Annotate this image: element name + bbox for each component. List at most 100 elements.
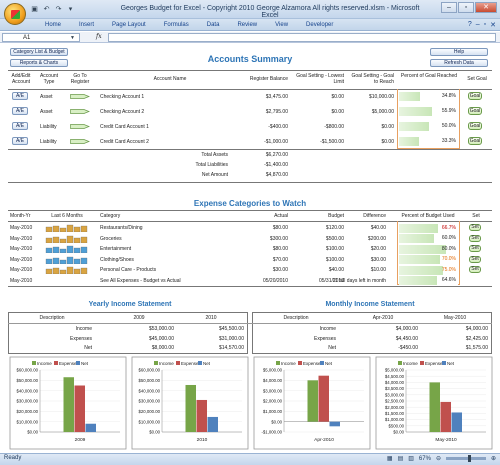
monthly-cell: $4,450.00 bbox=[395, 335, 418, 342]
x-category-label: 2009 bbox=[75, 437, 86, 443]
zoom-out-icon[interactable]: ⊖ bbox=[435, 456, 441, 462]
monthly-cell: Expenses bbox=[314, 335, 336, 342]
sparkline-bar bbox=[52, 267, 60, 274]
reports-charts-button[interactable]: Reports & Charts bbox=[10, 59, 68, 67]
set-budget-button[interactable]: Set bbox=[469, 255, 481, 263]
accounts-header-border bbox=[8, 89, 492, 90]
ribbon-bar bbox=[0, 19, 500, 31]
account-name: Checking Account 1 bbox=[100, 94, 145, 100]
tab-data[interactable]: Data bbox=[206, 22, 220, 28]
expense-categories-title: Expense Categories to Watch bbox=[193, 199, 307, 208]
hdr-budget: Budget bbox=[328, 213, 344, 219]
sparkline-bar bbox=[80, 257, 88, 264]
legend-swatch bbox=[298, 361, 302, 365]
maximize-icon[interactable]: ▫ bbox=[458, 2, 474, 13]
chart-bar bbox=[329, 421, 340, 427]
set-goal-button[interactable]: Goal bbox=[468, 107, 482, 115]
goal-percent: 50.0% bbox=[441, 123, 456, 129]
income-chart: Income Expenses Net $5,000.00 $4,000.00 $3,00… bbox=[253, 356, 371, 450]
y-tick-label: $4,000.00 bbox=[263, 378, 283, 383]
percent-column-frame bbox=[397, 89, 460, 149]
goal-to-reach: $10,000.00 bbox=[368, 94, 394, 100]
tab-insert[interactable]: Insert bbox=[79, 22, 95, 28]
legend-swatch bbox=[32, 361, 36, 365]
ribbon-restore-icon[interactable]: ▫ bbox=[483, 21, 487, 28]
account-row: A/E Asset Checking Account 1 $3,475.00 $… bbox=[0, 91, 500, 103]
chart-bar bbox=[185, 384, 196, 432]
sparkline-bar bbox=[59, 259, 67, 264]
y-tick-label: $0.00 bbox=[149, 430, 160, 435]
status-right: ▦ ▤ ▥ 67% ⊖ ⊕ bbox=[387, 455, 496, 462]
sparkline-bar bbox=[80, 246, 88, 253]
add-edit-account-button[interactable]: A/E bbox=[12, 107, 28, 115]
last-6-months-sparkline bbox=[45, 224, 88, 232]
hdr-difference: Difference bbox=[363, 213, 386, 219]
go-to-register-arrow-icon[interactable] bbox=[70, 123, 90, 130]
set-budget-button[interactable]: Set bbox=[469, 234, 481, 242]
y-tick-label: $40,000.00 bbox=[16, 388, 38, 393]
go-to-register-arrow-icon[interactable] bbox=[70, 108, 90, 115]
page-break-view-icon[interactable]: ▥ bbox=[408, 456, 414, 462]
go-to-register-arrow-icon[interactable] bbox=[70, 93, 90, 100]
set-goal-button[interactable]: Goal bbox=[468, 122, 482, 130]
tab-page-layout[interactable]: Page Layout bbox=[112, 22, 146, 28]
legend-entry: Expenses bbox=[59, 361, 80, 366]
x-category-label: Apr-2010 bbox=[314, 437, 334, 443]
go-to-register-arrow-icon[interactable] bbox=[70, 138, 90, 145]
tab-home[interactable]: Home bbox=[45, 22, 62, 28]
account-type: Liability bbox=[40, 124, 57, 130]
help-button[interactable]: Help bbox=[430, 48, 488, 56]
tab-review[interactable]: Review bbox=[237, 22, 258, 28]
add-edit-account-button[interactable]: A/E bbox=[12, 122, 28, 130]
page-layout-view-icon[interactable]: ▤ bbox=[397, 456, 404, 462]
zoom-level[interactable]: 67% bbox=[418, 455, 431, 462]
expense-category[interactable]: See All Expenses - Budget vs Actual bbox=[100, 277, 181, 284]
account-name: Credit Card Account 2 bbox=[100, 139, 149, 145]
close-icon[interactable]: ✕ bbox=[475, 2, 497, 13]
expense-month: May-2010 bbox=[10, 235, 33, 242]
budget-progress-fill bbox=[399, 255, 441, 264]
add-edit-account-button[interactable]: A/E bbox=[12, 137, 28, 145]
accounts-bottom-border bbox=[8, 149, 492, 150]
save-icon[interactable]: ▣ bbox=[31, 6, 38, 13]
office-button[interactable] bbox=[4, 3, 26, 25]
set-goal-button[interactable]: Goal bbox=[468, 92, 482, 100]
tab-developer[interactable]: Developer bbox=[306, 22, 334, 28]
add-edit-account-button[interactable]: A/E bbox=[12, 92, 28, 100]
sparkline-bar bbox=[73, 268, 81, 274]
monthly-cell: Income bbox=[319, 326, 336, 332]
help-icon[interactable]: ? bbox=[467, 21, 472, 28]
expense-budget: 05/31/2010 bbox=[318, 277, 344, 284]
tab-formulas[interactable]: Formulas bbox=[163, 22, 189, 28]
category-list-button[interactable]: Category List & Budget bbox=[10, 48, 68, 56]
name-box-dropdown-icon[interactable]: ▼ bbox=[70, 35, 75, 41]
y-tick-label: $0.00 bbox=[271, 419, 282, 424]
tab-view[interactable]: View bbox=[275, 22, 289, 28]
name-box[interactable]: A1 bbox=[2, 33, 80, 42]
zoom-in-icon[interactable]: ⊕ bbox=[490, 456, 496, 462]
insert-function-icon[interactable]: fx bbox=[96, 33, 102, 40]
accounts-section-end bbox=[8, 182, 492, 183]
goal-lowest-limit: $0.00 bbox=[331, 109, 344, 115]
y-tick-label: $30,000.00 bbox=[16, 399, 38, 404]
expense-actual: $80.00 bbox=[272, 225, 288, 231]
refresh-data-button[interactable]: Refresh Data bbox=[430, 59, 488, 67]
customize-qat-icon[interactable]: ▾ bbox=[68, 6, 73, 13]
y-tick-label: $1,000.00 bbox=[263, 409, 283, 414]
legend-swatch bbox=[198, 361, 202, 365]
set-goal-button[interactable]: Goal bbox=[468, 137, 482, 145]
undo-icon[interactable]: ↶ bbox=[43, 6, 50, 13]
expense-row: May-2010 Entertainment $80.00 $100.00 $20.00… bbox=[0, 244, 500, 254]
y-tick-label: $2,500.00 bbox=[385, 399, 405, 404]
ribbon-minimize-icon[interactable]: – bbox=[475, 21, 480, 28]
normal-view-icon[interactable]: ▦ bbox=[386, 456, 393, 462]
redo-icon[interactable]: ↷ bbox=[55, 6, 62, 13]
zoom-slider[interactable] bbox=[445, 455, 486, 462]
ribbon-close-icon[interactable]: ✕ bbox=[490, 22, 496, 29]
set-budget-button[interactable]: Set bbox=[469, 245, 481, 252]
set-budget-button[interactable]: Set bbox=[469, 224, 481, 231]
sparkline-bar bbox=[66, 266, 74, 274]
minimize-icon[interactable]: – bbox=[441, 2, 457, 13]
formula-input[interactable] bbox=[108, 33, 496, 42]
set-budget-button[interactable]: Set bbox=[469, 266, 481, 273]
